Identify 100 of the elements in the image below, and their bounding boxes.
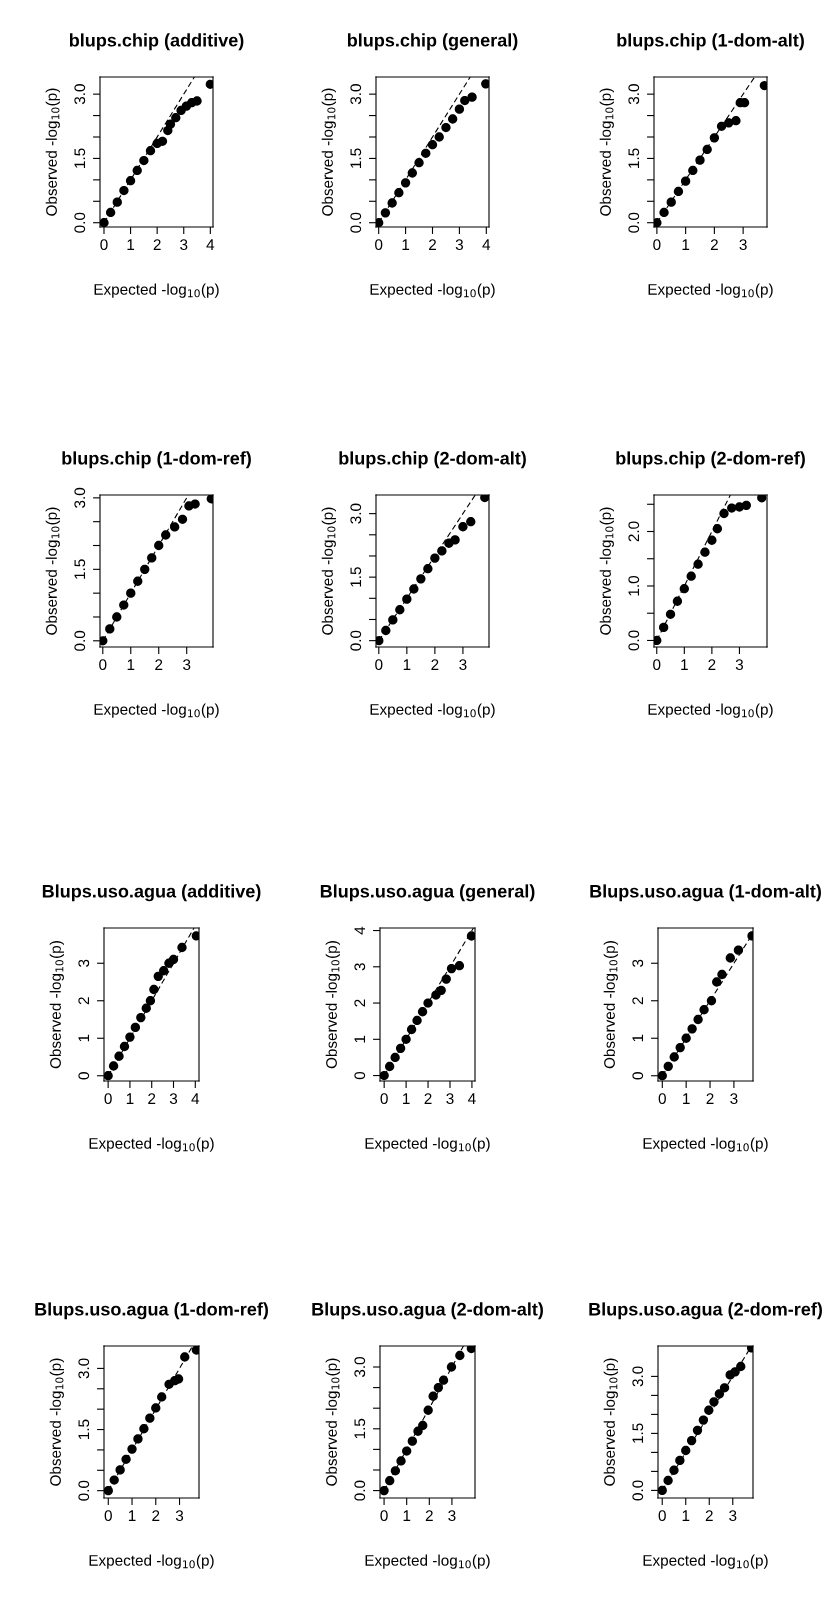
point xyxy=(759,80,767,91)
x-axis-title: Expected -log$_{10}$(p) xyxy=(365,1554,490,1569)
chart-title: Blups.uso.agua (additive) xyxy=(42,884,261,902)
point xyxy=(140,564,150,574)
point xyxy=(145,1413,155,1423)
y-tick-label: 1.5 xyxy=(632,1423,644,1443)
point xyxy=(409,584,419,594)
point xyxy=(136,1012,146,1023)
point xyxy=(380,208,391,218)
point xyxy=(731,116,741,126)
x-tick-label: 0 xyxy=(104,1093,112,1105)
point xyxy=(441,974,451,984)
point xyxy=(132,165,142,176)
x-tick-label: 2 xyxy=(705,1510,713,1521)
x-tick-label: 2 xyxy=(710,239,718,250)
y-tick-label: 1.5 xyxy=(350,148,362,168)
point xyxy=(133,1434,143,1444)
y-tick-label: 0.0 xyxy=(350,630,362,651)
point xyxy=(716,121,727,131)
point xyxy=(686,1435,697,1446)
y-tick-label: 0.0 xyxy=(350,212,362,233)
x-axis-title: Expected -log$_{10}$(p) xyxy=(89,1554,214,1569)
point xyxy=(654,218,662,227)
point xyxy=(421,148,431,158)
point xyxy=(191,931,199,941)
x-tick-label: 1 xyxy=(403,1093,410,1104)
point xyxy=(427,140,438,150)
point xyxy=(190,499,200,509)
point xyxy=(663,1475,673,1486)
x-tick-label: 2 xyxy=(155,659,163,670)
point xyxy=(416,574,426,584)
chart-title: Blups.uso.agua (2-dom-ref) xyxy=(589,1302,822,1320)
point xyxy=(757,495,767,503)
x-tick-label: 1 xyxy=(128,1510,136,1521)
point xyxy=(168,954,179,965)
point xyxy=(437,546,447,556)
point xyxy=(104,1486,113,1496)
point xyxy=(455,1350,465,1361)
point xyxy=(154,540,164,551)
point xyxy=(126,588,136,598)
point xyxy=(669,1465,679,1475)
x-tick-label: 2 xyxy=(425,1510,433,1521)
point xyxy=(692,1425,703,1436)
x-tick-label: 2 xyxy=(153,239,161,250)
point xyxy=(395,605,405,615)
y-tick-label: 0.0 xyxy=(628,630,640,651)
y-tick-label: 1.0 xyxy=(628,575,640,596)
point xyxy=(139,155,149,166)
point xyxy=(663,1061,673,1072)
point xyxy=(133,576,143,586)
x-axis-title: Expected -log$_{10}$(p) xyxy=(643,1554,768,1569)
point xyxy=(407,1436,417,1446)
point xyxy=(712,977,722,987)
point xyxy=(666,197,676,207)
point xyxy=(659,207,669,218)
point xyxy=(675,1042,685,1053)
point xyxy=(438,1375,449,1385)
x-tick-label: 2 xyxy=(148,1093,156,1104)
x-tick-label: 3 xyxy=(183,659,191,671)
point xyxy=(714,1389,725,1399)
x-tick-label: 3 xyxy=(175,1510,184,1522)
x-tick-label: 0 xyxy=(380,1093,388,1105)
y-tick-label: 3 xyxy=(632,959,644,967)
x-tick-label: 0 xyxy=(653,659,661,671)
y-tick-label: 0.0 xyxy=(628,212,640,233)
y-tick-label: 3.0 xyxy=(350,503,362,524)
y-axis-title: Observed -log$_{10}$(p) xyxy=(599,88,614,216)
chart-title: blups.chip (general) xyxy=(347,33,518,51)
point xyxy=(433,1382,444,1393)
point xyxy=(108,1061,119,1071)
y-tick-label: 0.0 xyxy=(354,1480,366,1501)
point xyxy=(454,104,465,114)
point xyxy=(400,178,411,188)
x-tick-label: 3 xyxy=(180,239,188,251)
point xyxy=(458,522,468,532)
point xyxy=(698,1415,709,1425)
x-tick-label: 1 xyxy=(403,659,411,670)
point xyxy=(100,636,108,646)
point xyxy=(112,612,122,622)
x-tick-label: 0 xyxy=(100,239,108,251)
point xyxy=(693,1014,703,1025)
chart-title: Blups.uso.agua (1-dom-alt) xyxy=(590,884,821,902)
y-axis-title: Observed -log$_{10}$(p) xyxy=(45,88,60,216)
y-axis-title: Observed -log$_{10}$(p) xyxy=(321,507,336,635)
y-tick-label: 1.5 xyxy=(74,148,86,168)
x-tick-label: 0 xyxy=(658,1093,666,1105)
point xyxy=(673,186,684,197)
y-tick-label: 0.0 xyxy=(632,1480,644,1501)
point xyxy=(191,1346,199,1355)
chart-title: blups.chip (1-dom-alt) xyxy=(617,33,804,51)
x-axis-title: Expected -log$_{10}$(p) xyxy=(94,703,219,718)
y-axis-title: Observed -log$_{10}$(p) xyxy=(325,1358,340,1486)
point xyxy=(680,176,691,186)
point xyxy=(402,594,412,604)
point xyxy=(679,584,689,594)
x-axis-title: Expected -log$_{10}$(p) xyxy=(648,283,773,298)
point xyxy=(412,1015,422,1026)
point xyxy=(177,942,187,953)
y-tick-label: 1.5 xyxy=(74,559,86,579)
y-tick-label: 3.0 xyxy=(350,84,362,105)
